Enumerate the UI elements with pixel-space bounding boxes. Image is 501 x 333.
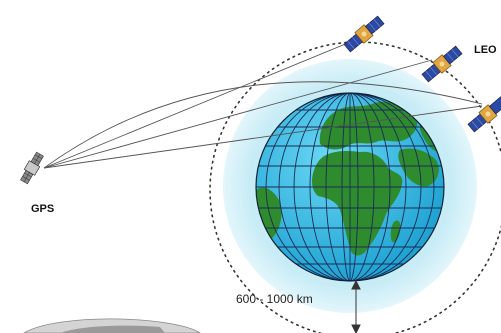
leo-satellite-icon <box>421 45 463 83</box>
leo-satellite-icon <box>467 95 501 133</box>
partial-object-shape <box>23 318 201 333</box>
altitude-label: 600 - 1000 km <box>236 292 313 306</box>
gps-satellite-icon <box>20 151 44 185</box>
globe-parallels <box>256 109 444 265</box>
leo-label: LEO <box>474 44 497 56</box>
arabia-landmass <box>398 148 439 187</box>
altitude-arrow <box>351 279 361 333</box>
leo-satellite-icon <box>343 15 385 53</box>
gps-signal-lines <box>43 37 483 169</box>
gps-label: GPS <box>31 203 54 215</box>
africa-landmass <box>312 151 403 256</box>
